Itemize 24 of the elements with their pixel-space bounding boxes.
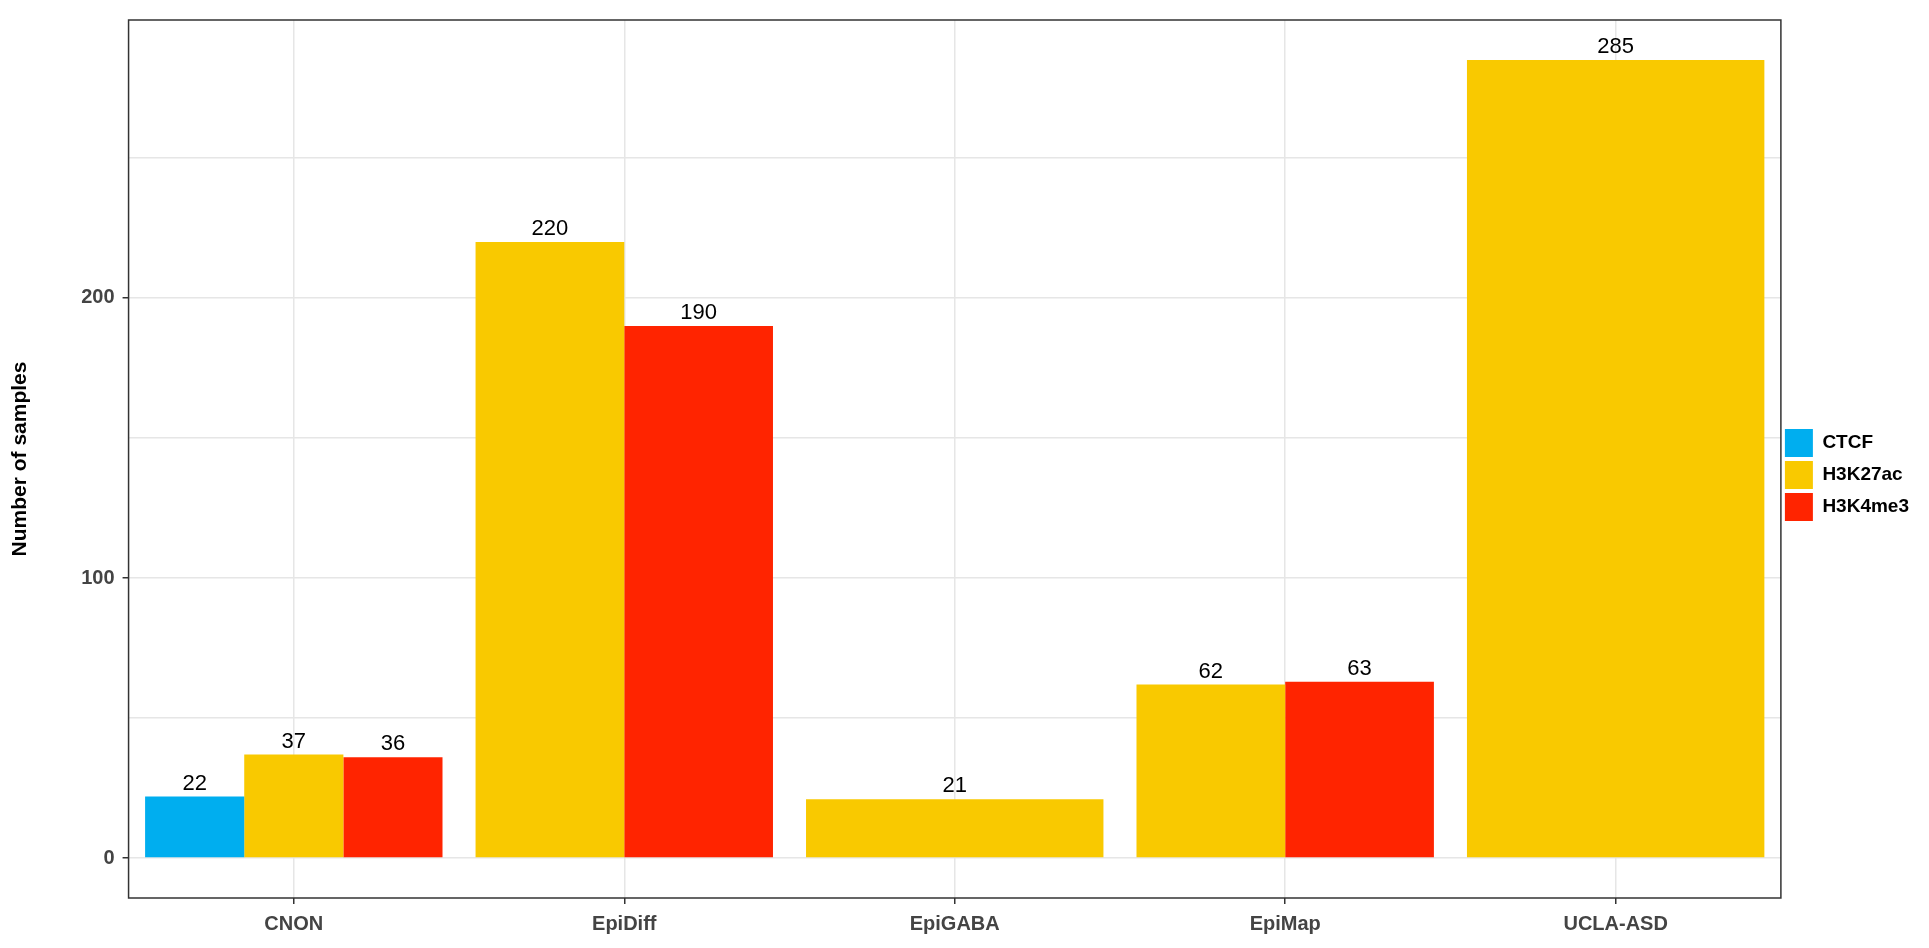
data-label: 36 bbox=[380, 730, 406, 756]
bar bbox=[145, 796, 245, 858]
data-label: 220 bbox=[531, 215, 569, 241]
data-label: 62 bbox=[1198, 657, 1224, 683]
y-tick-label: 0 bbox=[103, 845, 115, 868]
legend-label: CTCF bbox=[1822, 431, 1874, 453]
y-tick-label: 100 bbox=[81, 565, 115, 588]
x-tick-label: EpiGABA bbox=[909, 911, 1000, 934]
data-label: 21 bbox=[942, 772, 967, 798]
data-label: 190 bbox=[680, 299, 717, 325]
x-tick-label: EpiDiff bbox=[592, 911, 657, 934]
bar bbox=[624, 325, 773, 858]
data-label: 285 bbox=[1597, 32, 1635, 58]
x-tick-label: UCLA-ASD bbox=[1563, 911, 1668, 934]
data-label: 22 bbox=[182, 769, 207, 795]
data-label: 63 bbox=[1347, 654, 1372, 680]
data-label: 37 bbox=[281, 727, 307, 753]
y-axis-title: Number of samples bbox=[7, 361, 31, 557]
legend-label: H3K4me3 bbox=[1822, 495, 1910, 517]
bar bbox=[1285, 681, 1434, 858]
legend-label: H3K27ac bbox=[1822, 463, 1904, 485]
x-tick-label: CNON bbox=[264, 911, 324, 934]
x-tick-label: EpiMap bbox=[1249, 911, 1321, 934]
y-tick-label: 200 bbox=[81, 285, 115, 308]
